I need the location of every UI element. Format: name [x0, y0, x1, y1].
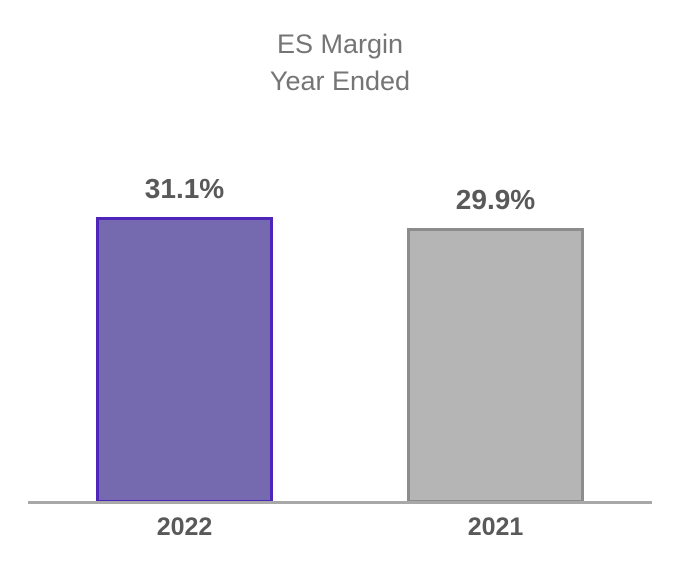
bar-2021: [407, 228, 584, 503]
data-label-2022: 31.1%: [144, 173, 225, 204]
category-label-2021: 2021: [467, 513, 524, 541]
chart-title-line-1: ES Margin: [276, 29, 404, 59]
bar-2022: [96, 217, 273, 503]
x-axis-line: [28, 501, 652, 504]
data-label-2021: 29.9%: [455, 184, 536, 215]
chart-title-line-2: Year Ended: [269, 66, 411, 96]
chart-title: ES Margin Year Ended: [0, 26, 680, 100]
category-label-2022: 2022: [156, 513, 213, 541]
